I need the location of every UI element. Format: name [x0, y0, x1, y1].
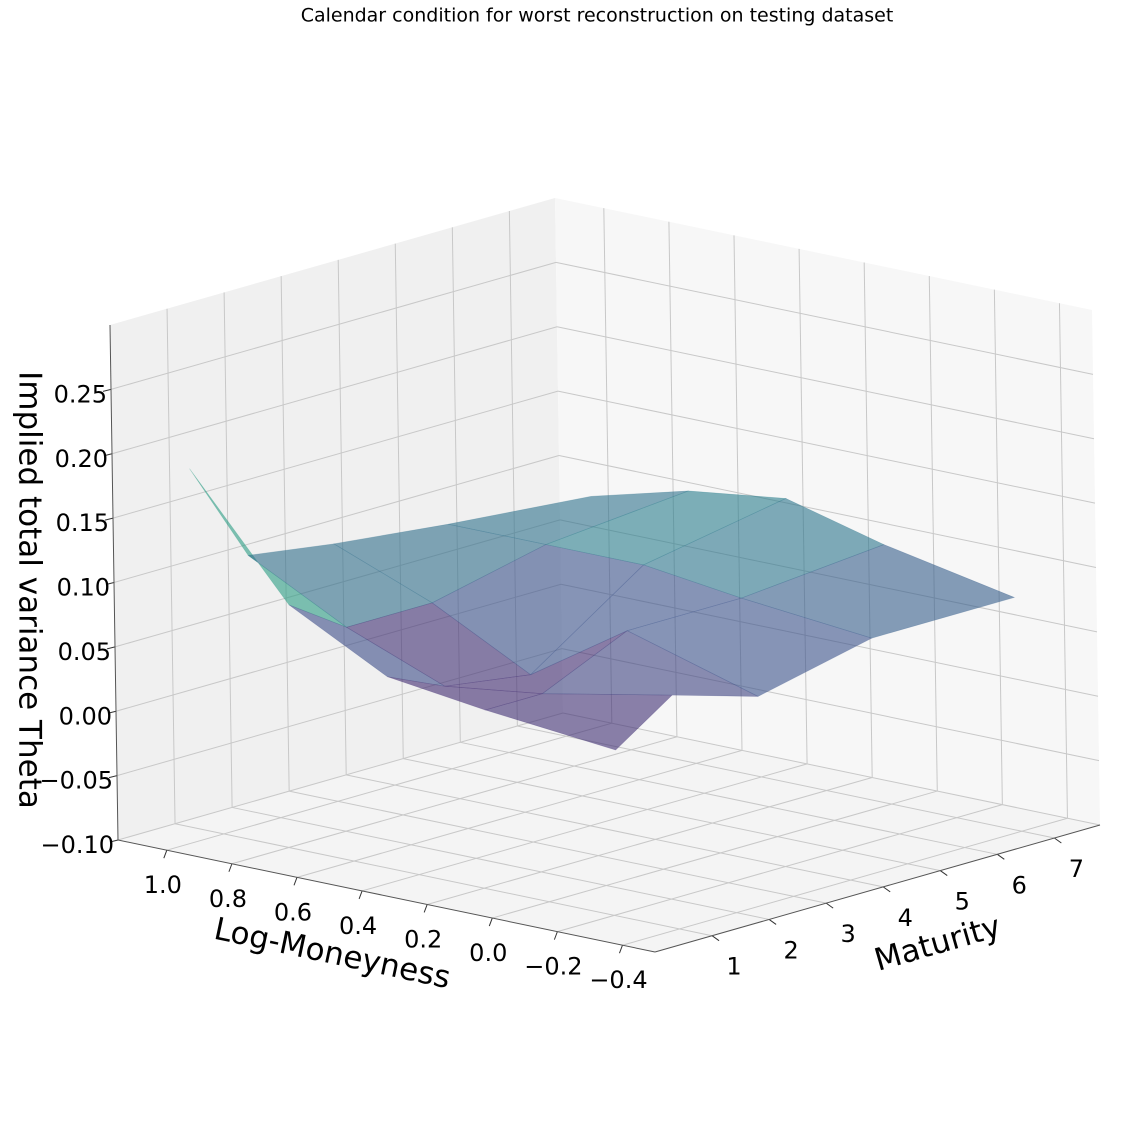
z-tick-label: 0.20: [55, 445, 108, 473]
grid-line: [117, 712, 564, 841]
y-tick-label: 6: [1012, 871, 1027, 899]
grid-line: [427, 777, 873, 905]
tick-mark: [103, 453, 113, 457]
grid-line: [460, 741, 998, 855]
tick-mark: [105, 582, 115, 585]
grid-line: [558, 455, 1097, 568]
grid-line: [557, 390, 1096, 504]
tick-mark: [106, 646, 116, 650]
grid-line: [174, 823, 713, 937]
z-tick-label: −0.10: [40, 831, 114, 859]
tick-mark: [102, 388, 112, 392]
grid-line: [346, 774, 884, 888]
y-tick-label: 2: [783, 936, 798, 964]
x-tick-label: 0.4: [339, 912, 377, 940]
x-tick-label: −0.2: [524, 953, 582, 981]
x-axis-label: Log-Moneyness: [211, 911, 454, 996]
x-tick-label: 0.0: [469, 939, 507, 967]
grid-line: [361, 763, 808, 892]
z-tick-label: −0.05: [39, 767, 113, 795]
surface: [189, 468, 1016, 751]
x-tick-label: 0.2: [404, 925, 442, 953]
grid-line: [232, 806, 770, 920]
tick-mark: [104, 517, 114, 521]
z-tick-label: 0.10: [57, 574, 110, 602]
tick-mark: [618, 945, 623, 954]
x-tick-label: −0.4: [589, 966, 647, 994]
x-tick-label: 1.0: [144, 871, 182, 899]
grid-line: [555, 261, 1094, 375]
grid-line: [622, 817, 1068, 946]
grid-line: [562, 712, 1101, 826]
tick-mark: [358, 890, 363, 900]
floor-pane: [118, 713, 1100, 952]
axis-line: [109, 324, 119, 841]
grid-line: [231, 736, 678, 865]
axis-line: [654, 824, 1101, 953]
tick-mark: [108, 775, 118, 779]
tick-mark: [711, 935, 720, 942]
tick-mark: [1054, 837, 1062, 844]
z-tick-label: 0.00: [59, 702, 112, 730]
grid-line: [557, 804, 1003, 933]
grid-line: [111, 326, 558, 455]
tick-mark: [107, 710, 117, 714]
z-tick-label: 0.15: [56, 509, 109, 537]
tick-mark: [768, 919, 777, 925]
z-tick-label: 0.25: [54, 380, 107, 408]
y-tick-label: 7: [1069, 855, 1084, 883]
y-tick-label: 3: [841, 920, 856, 948]
grid-line: [403, 758, 941, 872]
tick-mark: [882, 886, 891, 893]
tick-mark: [423, 904, 428, 913]
tick-mark: [939, 870, 948, 876]
tick-mark: [825, 902, 834, 909]
z-tick-label: 0.05: [58, 638, 111, 666]
axes: 1.0 0.8 0.6 0.4 0.2 0.0 −0.2 −0.4 1 2 3 4 5 6 7 −0.10 −0…: [39, 324, 1101, 994]
tick-mark: [228, 863, 233, 872]
grid-line: [492, 790, 938, 919]
grid-line: [556, 326, 1095, 440]
tick-mark: [997, 853, 1005, 860]
y-tick-label: 4: [898, 904, 913, 932]
tick-mark: [293, 877, 298, 886]
x-tick-label: 0.8: [209, 885, 247, 913]
tick-mark: [553, 931, 558, 940]
x-tick-label: 0.6: [274, 898, 312, 926]
grid-line: [112, 390, 559, 519]
y-tick-label: 5: [955, 888, 970, 916]
axis-line: [117, 839, 656, 953]
grid-line: [110, 261, 557, 390]
z-axis-label: Implied total variance Theta: [12, 371, 48, 809]
grid-line: [113, 455, 560, 583]
grid-line: [289, 790, 827, 904]
y-axis-label: Maturity: [870, 908, 1004, 978]
tick-mark: [109, 839, 119, 843]
grid-line: [296, 749, 743, 878]
tick-mark: [488, 917, 493, 927]
surface-patch: [740, 544, 1016, 639]
grid: [110, 208, 1101, 946]
chart-title: Calendar condition for worst reconstruct…: [301, 5, 894, 27]
grid-line: [166, 722, 612, 851]
y-tick-label: 1: [726, 953, 741, 981]
tick-mark: [163, 850, 168, 859]
